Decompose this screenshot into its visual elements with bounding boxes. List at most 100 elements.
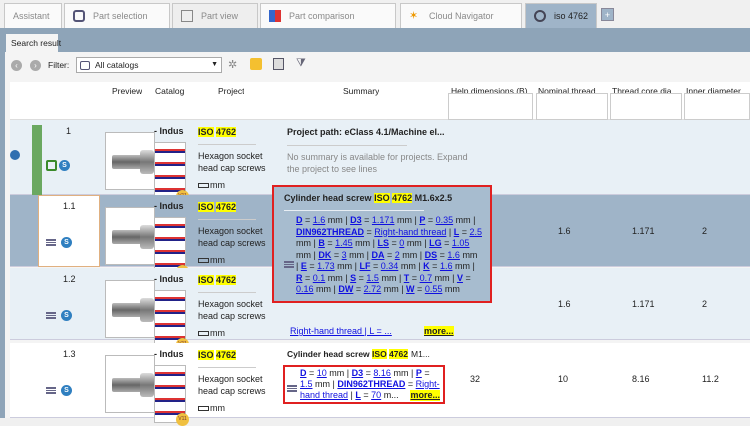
- tab-cloud-navigator[interactable]: ✶ Cloud Navigator: [400, 3, 522, 28]
- param-name[interactable]: P: [415, 368, 422, 378]
- tab-assistant[interactable]: Assistant: [4, 3, 62, 28]
- param-value[interactable]: 0.34: [380, 261, 399, 271]
- param-value[interactable]: 0.55: [424, 284, 443, 294]
- param-name[interactable]: L: [453, 226, 460, 237]
- collapse-icon[interactable]: [10, 150, 20, 160]
- param-value[interactable]: 0.35: [435, 215, 454, 225]
- project-name[interactable]: ISO 4762: [198, 127, 237, 137]
- summary-note: No summary is available for projects. Ex…: [287, 152, 468, 174]
- param-value[interactable]: 0.16: [296, 284, 314, 294]
- param-name[interactable]: V: [456, 272, 463, 283]
- param-name[interactable]: DS: [424, 249, 438, 260]
- param-name[interactable]: LG: [429, 238, 442, 248]
- param-value[interactable]: Right-hand thread: [300, 379, 440, 400]
- column-summary[interactable]: Summary: [343, 86, 380, 96]
- cell-thread-core: 1.171: [632, 299, 655, 309]
- project-name[interactable]: ISO 4762: [198, 350, 237, 360]
- param-value[interactable]: 0: [399, 238, 405, 248]
- settings-gear-icon[interactable]: ✲: [228, 59, 238, 71]
- param-name[interactable]: R: [296, 272, 303, 283]
- tab-part-selection[interactable]: Part selection: [64, 3, 170, 28]
- param-name[interactable]: K: [423, 261, 430, 271]
- param-value[interactable]: 1.05: [451, 238, 470, 248]
- param-name[interactable]: L: [355, 390, 361, 400]
- column-help-dimensions[interactable]: Help dimensions (B): [451, 86, 528, 96]
- more-link[interactable]: more...: [410, 390, 440, 401]
- tab-iso-4762[interactable]: iso 4762: [525, 3, 597, 28]
- param-name[interactable]: P: [419, 215, 426, 225]
- param-value[interactable]: 2.5: [469, 226, 482, 237]
- param-name[interactable]: D3: [350, 215, 362, 225]
- param-value[interactable]: 10: [316, 368, 327, 378]
- catalog-flags-image: V11: [154, 290, 189, 351]
- chevron-down-icon: ▼: [211, 61, 218, 68]
- ruler-icon: [198, 183, 209, 188]
- param-name[interactable]: DW: [338, 284, 354, 294]
- project-name[interactable]: ISO 4762: [198, 275, 237, 285]
- param-value[interactable]: 1.45: [335, 238, 353, 248]
- param-name[interactable]: D: [300, 368, 307, 378]
- summary-tail[interactable]: Right-hand thread | L = ...: [290, 326, 392, 336]
- param-name[interactable]: DIN962THREAD: [337, 379, 406, 389]
- row-menu-icon[interactable]: [46, 312, 56, 319]
- param-value[interactable]: 1.73: [317, 261, 335, 271]
- row-menu-icon[interactable]: [287, 385, 297, 392]
- row-menu-icon[interactable]: [46, 387, 56, 394]
- param-name[interactable]: E: [300, 261, 307, 271]
- param-value[interactable]: 8.16: [373, 368, 391, 378]
- column-catalog[interactable]: Catalog: [155, 86, 185, 96]
- filter-nominal-thread[interactable]: [536, 93, 608, 120]
- export-icon[interactable]: [273, 58, 284, 70]
- param-name[interactable]: S: [350, 272, 357, 283]
- forward-button[interactable]: ›: [30, 60, 41, 71]
- param-name[interactable]: LF: [359, 261, 371, 271]
- filter-thread-core[interactable]: [610, 93, 682, 120]
- preview-thumbnail[interactable]: [105, 207, 155, 265]
- row-menu-icon[interactable]: [46, 239, 56, 246]
- param-value[interactable]: Right-hand thread: [374, 226, 447, 237]
- back-button[interactable]: ‹: [11, 60, 22, 71]
- param-value[interactable]: 1.5: [366, 272, 379, 283]
- more-link[interactable]: more...: [424, 326, 454, 336]
- param-value[interactable]: 70: [371, 390, 382, 400]
- preview-thumbnail[interactable]: [105, 280, 155, 338]
- param-value[interactable]: 1.171: [371, 215, 395, 225]
- param-value[interactable]: 3: [341, 249, 347, 260]
- preview-thumbnail[interactable]: [105, 132, 155, 190]
- param-value[interactable]: 2: [394, 249, 400, 260]
- column-nominal-thread[interactable]: Nominal thread ...: [538, 86, 606, 96]
- filter-help-dimensions[interactable]: [448, 93, 533, 120]
- param-name[interactable]: W: [406, 284, 415, 294]
- param-name[interactable]: DK: [318, 249, 332, 260]
- param-value[interactable]: 0.7: [419, 272, 433, 283]
- tab-search-result[interactable]: Search result: [6, 34, 61, 52]
- param-name[interactable]: D3: [351, 368, 364, 378]
- param-value[interactable]: 1.5: [300, 379, 313, 389]
- param-value[interactable]: 1.6: [439, 261, 453, 271]
- param-value[interactable]: 2.72: [363, 284, 382, 294]
- column-inner-diameter[interactable]: Inner diameter ...: [686, 86, 750, 96]
- preview-thumbnail[interactable]: [105, 355, 155, 413]
- add-tab-button[interactable]: +: [601, 8, 614, 21]
- filter-icon[interactable]: ⧩: [296, 57, 306, 69]
- separator: [287, 145, 407, 146]
- param-name[interactable]: DIN962THREAD: [296, 226, 365, 237]
- column-project[interactable]: Project: [218, 86, 245, 96]
- tab-part-view[interactable]: Part view: [172, 3, 258, 28]
- param-value[interactable]: 0.1: [312, 272, 326, 283]
- param-name[interactable]: D: [296, 215, 303, 225]
- param-name[interactable]: LS: [377, 238, 390, 248]
- column-preview[interactable]: Preview: [112, 86, 143, 96]
- column-thread-core[interactable]: Thread core dia...: [612, 86, 679, 96]
- catalog-filter-select[interactable]: All catalogs ▼: [76, 57, 222, 73]
- param-name[interactable]: B: [318, 238, 325, 248]
- param-value[interactable]: 1.6: [447, 249, 460, 260]
- project-description: Hexagon socket head cap screws: [198, 374, 266, 396]
- filter-inner-diameter[interactable]: [684, 93, 750, 120]
- param-name[interactable]: T: [403, 272, 410, 283]
- save-favorites-icon[interactable]: [250, 58, 262, 70]
- param-name[interactable]: DA: [371, 249, 385, 260]
- tab-part-comparison[interactable]: Part comparison: [260, 3, 396, 28]
- project-name[interactable]: ISO 4762: [198, 202, 237, 212]
- param-value[interactable]: 1.6: [312, 215, 326, 225]
